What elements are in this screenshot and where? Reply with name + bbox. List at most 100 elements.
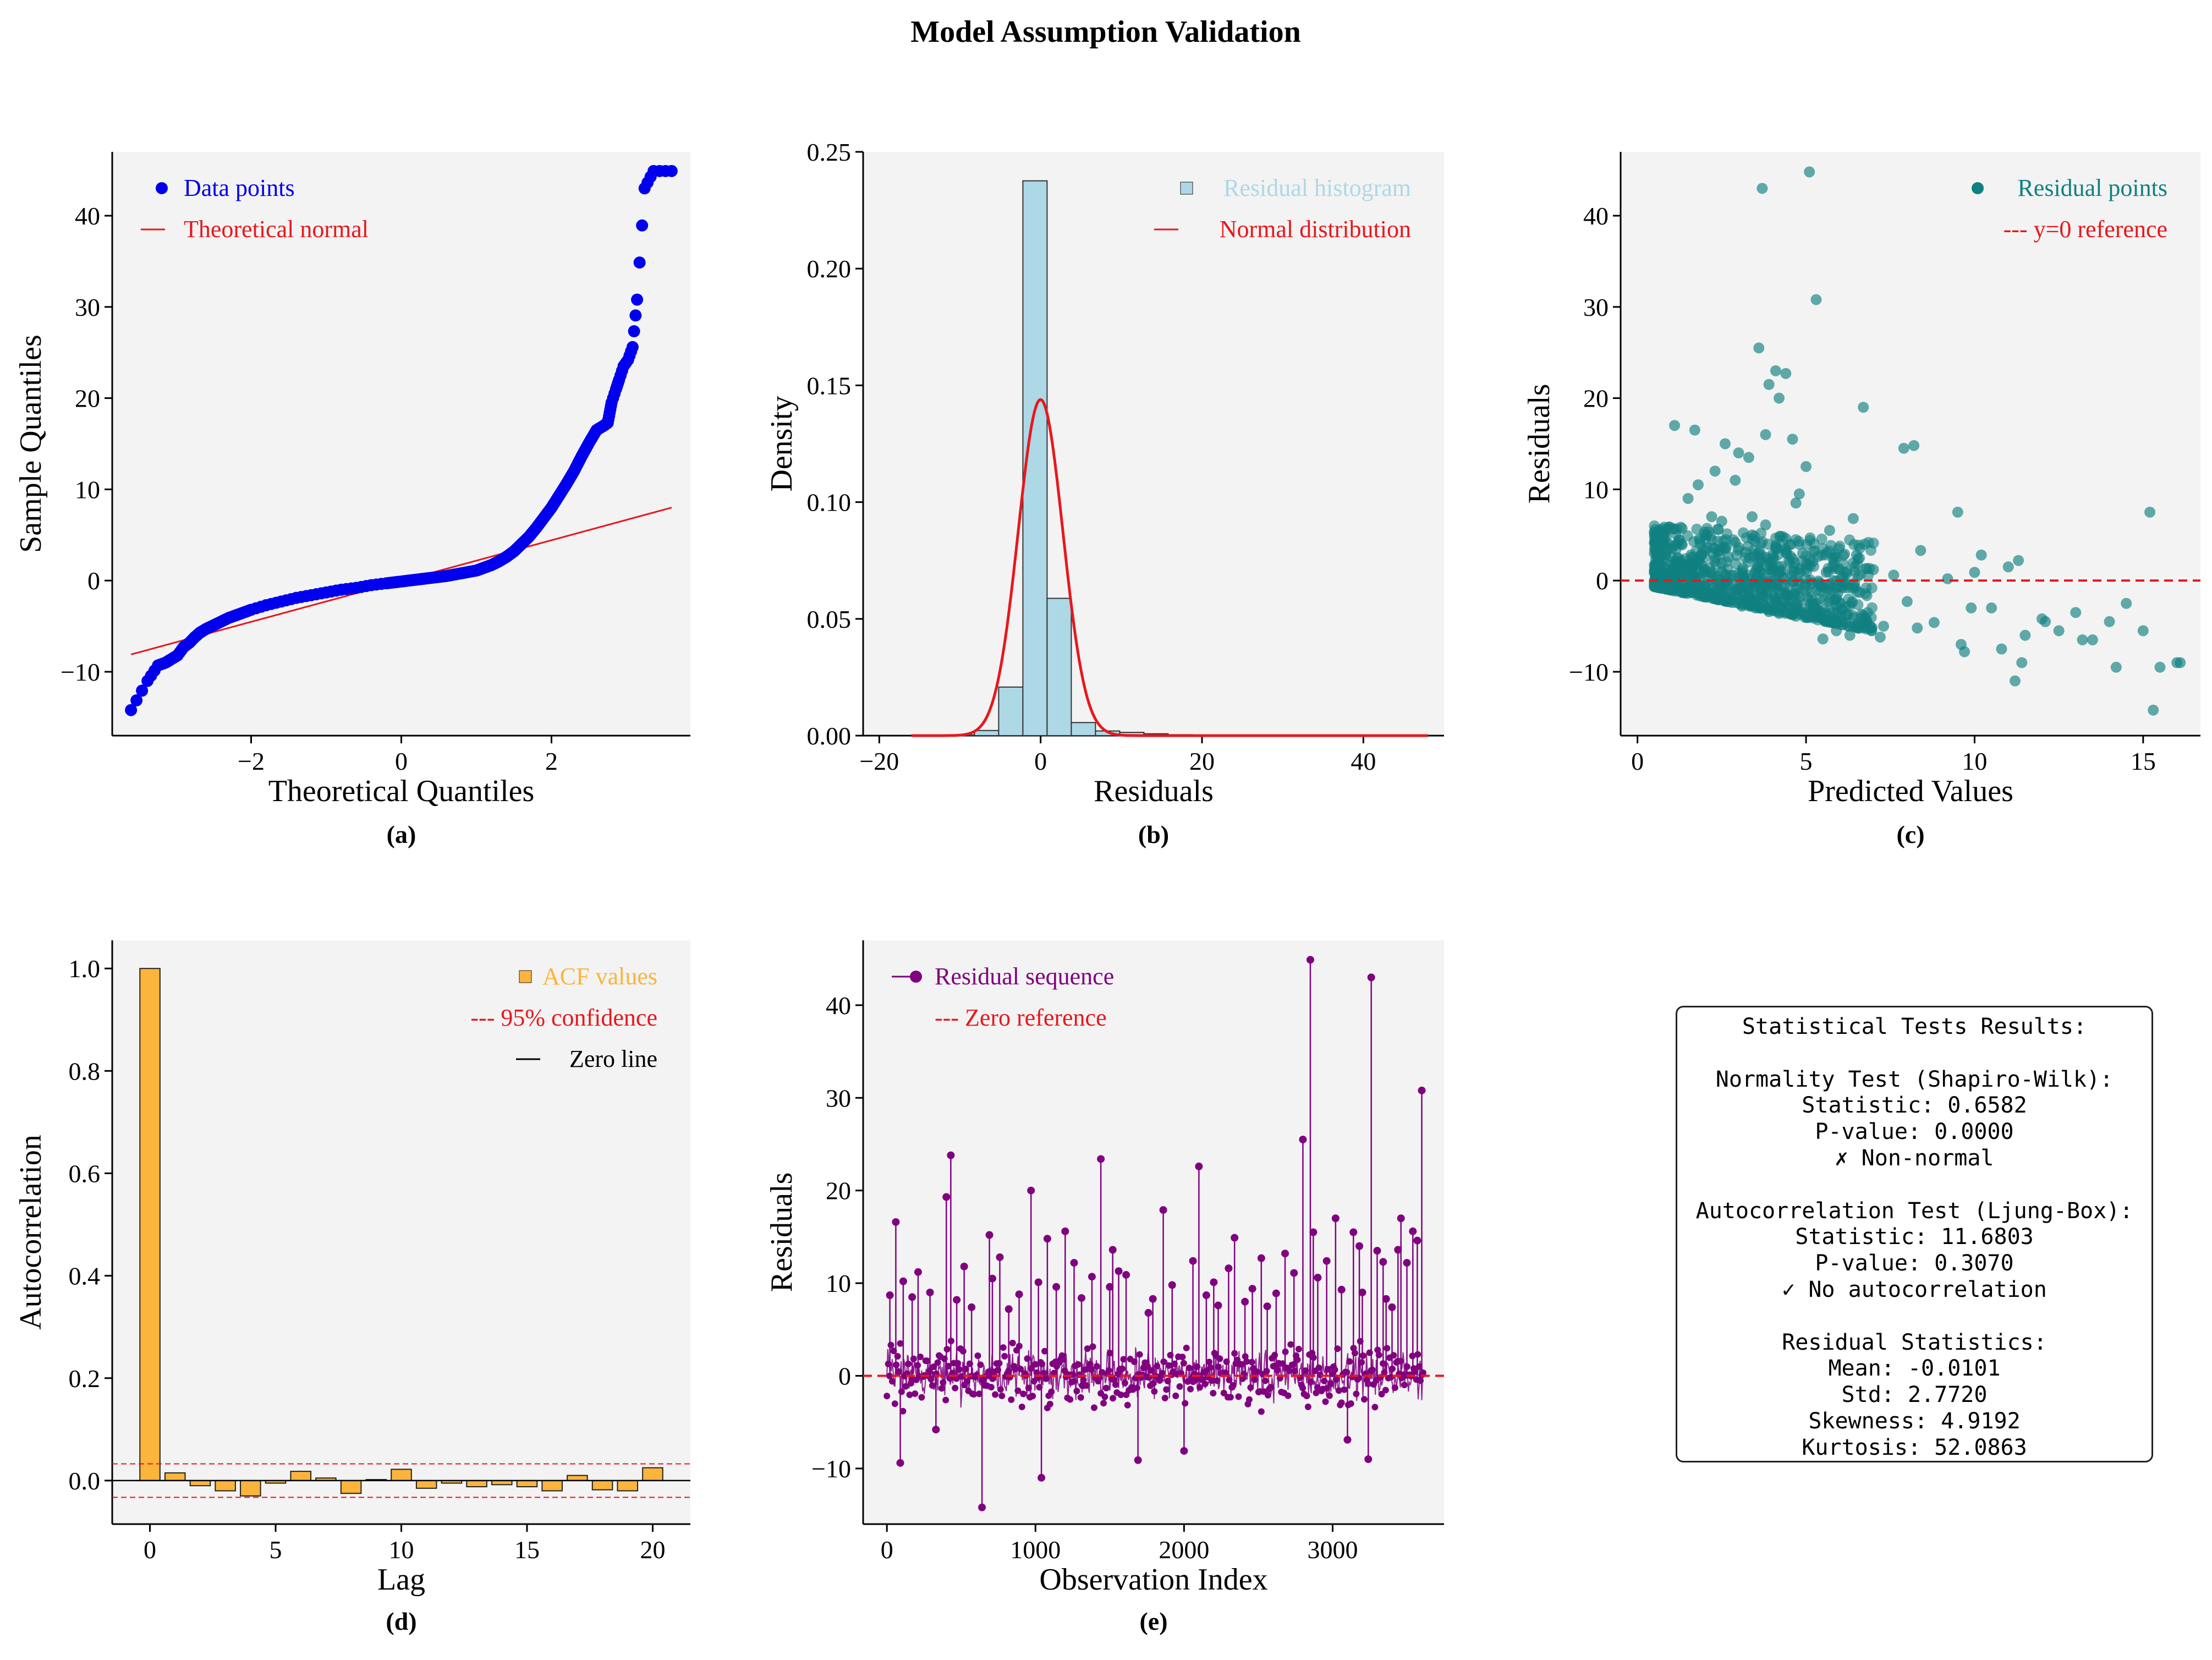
sequence-point [1226, 1376, 1233, 1383]
sequence-point [1258, 1408, 1265, 1415]
sequence-point [1187, 1385, 1194, 1393]
sequence-point [1222, 1369, 1229, 1376]
residual-point [1804, 166, 1815, 178]
sequence-point [1326, 1392, 1333, 1399]
x-tick-label: 10 [1962, 747, 1987, 775]
y-tick-label: 40 [826, 991, 851, 1020]
legend-marker [156, 182, 168, 194]
spike-point [926, 1288, 934, 1296]
residual-point [1774, 392, 1785, 404]
residual-point [1669, 420, 1681, 431]
x-tick-label: 0 [144, 1536, 156, 1564]
residual-point [2121, 598, 2132, 609]
sequence-point [1274, 1367, 1281, 1374]
sequence-point [1039, 1361, 1046, 1368]
plot-area [112, 940, 690, 1524]
sequence-point [1304, 1403, 1311, 1410]
residual-point [1969, 567, 1980, 578]
spike-point [1214, 1301, 1222, 1310]
sequence-point [1018, 1404, 1025, 1411]
sequence-point [1042, 1375, 1050, 1382]
sequence-point [1117, 1391, 1124, 1398]
sequence-point [1148, 1367, 1155, 1374]
sequence-point [897, 1340, 904, 1347]
residual-point [1861, 615, 1873, 627]
panel-caption: (b) [1138, 820, 1169, 848]
residual-point [1832, 607, 1843, 618]
spike-point [1382, 1295, 1390, 1303]
histogram-bar [974, 730, 1000, 737]
y-tick-label: −10 [1569, 658, 1609, 686]
residual-point [1672, 579, 1684, 591]
residual-point [1760, 429, 1771, 440]
residual-point [1759, 580, 1770, 591]
x-tick-label: 5 [270, 1536, 282, 1564]
sequence-point [942, 1396, 949, 1404]
residual-point [1868, 537, 1879, 549]
residual-point [1780, 368, 1792, 379]
sequence-point [1077, 1394, 1084, 1401]
residual-point [1668, 523, 1679, 534]
residual-point [1692, 479, 1704, 491]
spike-point [942, 1193, 951, 1201]
spike-point [1403, 1259, 1411, 1267]
residual-point [1797, 547, 1808, 559]
legend-label: Normal distribution [1220, 216, 1411, 243]
residual-point [1793, 596, 1804, 607]
sequence-point [929, 1382, 936, 1389]
sequence-point [1299, 1384, 1307, 1391]
residual-point [1757, 589, 1768, 600]
legend-entry: Residual histogram [1180, 174, 1411, 201]
stats-line: Kurtosis: 52.0863 [1802, 1434, 2027, 1460]
sequence-point [1207, 1364, 1214, 1371]
residual-point [1732, 582, 1743, 593]
residual-point [1866, 602, 1878, 613]
qq-point [665, 165, 678, 177]
sequence-point [1346, 1358, 1353, 1365]
sequence-point [1012, 1366, 1019, 1373]
y-tick-label: 0.15 [807, 371, 852, 399]
spike-point [932, 1426, 940, 1434]
spike-point [908, 1293, 916, 1301]
x-tick-label: 15 [514, 1536, 540, 1564]
legend-label: Zero line [569, 1045, 657, 1072]
spike-point [996, 1253, 1004, 1261]
sequence-point [1323, 1385, 1330, 1392]
residual-point [1928, 617, 1940, 628]
sequence-point [1120, 1356, 1127, 1363]
residual-point [1712, 594, 1724, 605]
residual-point [1986, 602, 1997, 613]
qq-point [628, 325, 640, 338]
residual-point [1801, 585, 1812, 596]
acf-bar [591, 1480, 613, 1491]
panel-caption: (a) [387, 820, 416, 848]
spike-point [1306, 956, 1314, 964]
residual-point [1959, 646, 1971, 658]
spike-point [1281, 1250, 1289, 1258]
residual-point [1770, 365, 1781, 376]
spike-point [1290, 1269, 1298, 1277]
sequence-point [902, 1383, 909, 1390]
y-tick-label: 0.05 [807, 605, 852, 633]
qq-point [130, 694, 143, 706]
sequence-point [1322, 1398, 1329, 1405]
sequence-point [1102, 1384, 1110, 1391]
sequence-point [1391, 1384, 1398, 1391]
spike-point [1202, 1291, 1210, 1300]
residual-point [1770, 541, 1781, 552]
residual-point [1763, 606, 1775, 617]
sequence-point [940, 1379, 947, 1386]
sequence-point [952, 1384, 959, 1391]
spike-point [1322, 1257, 1331, 1265]
spike-point [1349, 1228, 1358, 1236]
sequence-point [1291, 1367, 1298, 1374]
residual-point [1849, 566, 1861, 578]
spike-point [953, 1296, 961, 1304]
y-tick-label: 10 [826, 1269, 851, 1297]
residual-point [1757, 183, 1768, 194]
y-tick-label: 1.0 [69, 955, 101, 983]
spike-point [1331, 1214, 1340, 1223]
x-axis-label: Predicted Values [1808, 774, 2013, 808]
sequence-point [954, 1360, 962, 1367]
y-axis-label: Residuals [1522, 384, 1556, 504]
